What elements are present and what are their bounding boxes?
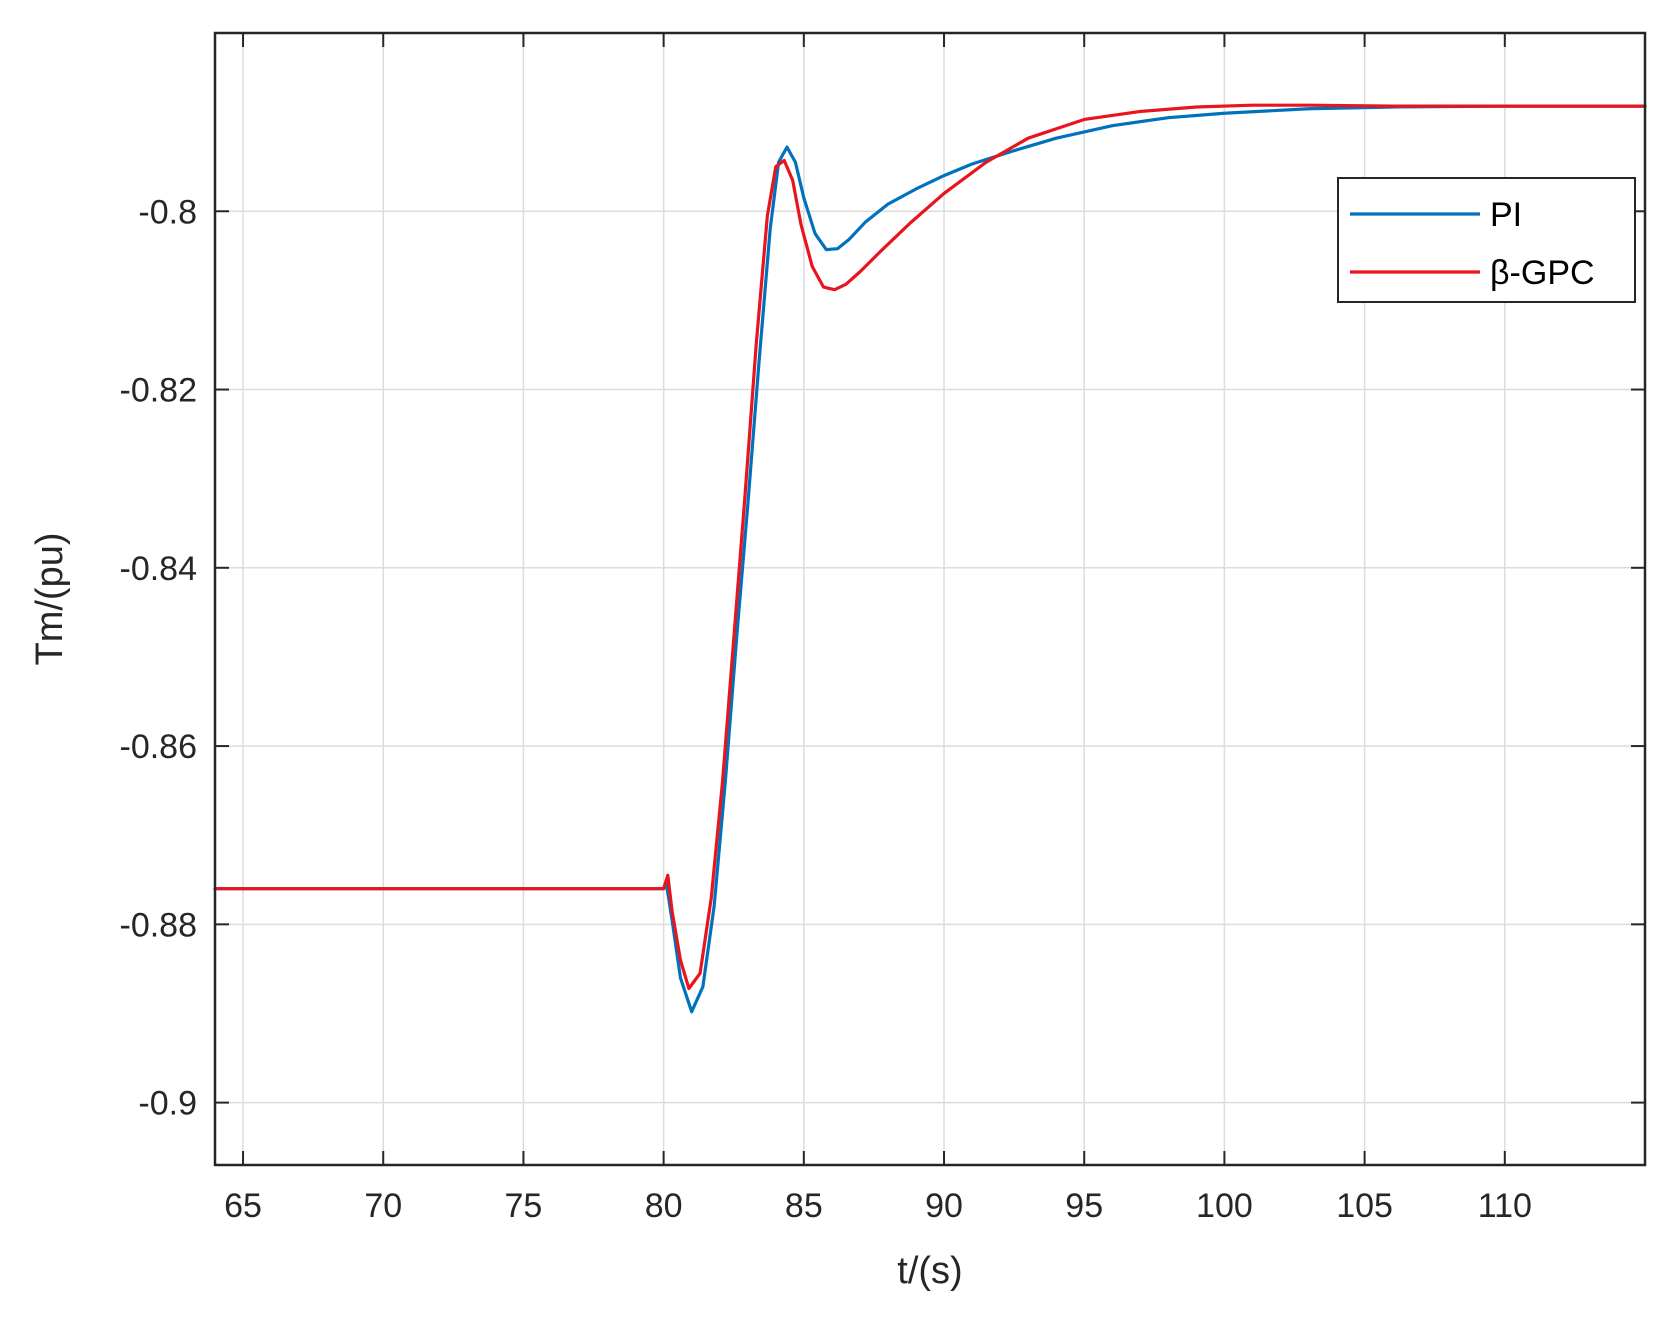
grid-lines [215, 33, 1645, 1165]
plot-frame [213, 31, 1647, 1167]
x-tick-label: 105 [1336, 1187, 1393, 1225]
y-tick-label: -0.8 [138, 193, 197, 231]
y-axis-title: Tm/(pu) [29, 533, 71, 666]
legend: PI β-GPC [1337, 177, 1636, 303]
y-tick-label: -0.9 [138, 1085, 197, 1123]
legend-label: β-GPC [1490, 254, 1595, 292]
legend-label: PI [1490, 196, 1522, 234]
x-tick-label: 100 [1196, 1187, 1253, 1225]
y-tick-label: -0.82 [120, 372, 198, 410]
axis-ticks [215, 33, 1645, 1165]
x-tick-label: 75 [505, 1187, 543, 1225]
x-tick-label: 90 [925, 1187, 963, 1225]
y-tick-label: -0.88 [120, 906, 198, 944]
x-axis-title: t/(s) [897, 1250, 962, 1292]
series-line-beta-gpc [213, 103, 1647, 991]
x-tick-label: 65 [224, 1187, 262, 1225]
y-tick-label: -0.86 [120, 728, 198, 766]
x-tick-label: 80 [645, 1187, 683, 1225]
x-tick-label: 95 [1065, 1187, 1103, 1225]
series-lines [213, 103, 1647, 1014]
x-tick-label: 70 [364, 1187, 402, 1225]
x-tick-label: 110 [1478, 1187, 1532, 1225]
x-tick-label: 85 [785, 1187, 823, 1225]
series-line-pi [213, 104, 1647, 1014]
tick-labels: 65 70 75 80 85 90 95 100 105 110 -0.8 -0.82 -0.84 -0.… [120, 193, 1532, 1225]
y-tick-label: -0.84 [120, 550, 198, 588]
legend-box [1337, 177, 1636, 303]
